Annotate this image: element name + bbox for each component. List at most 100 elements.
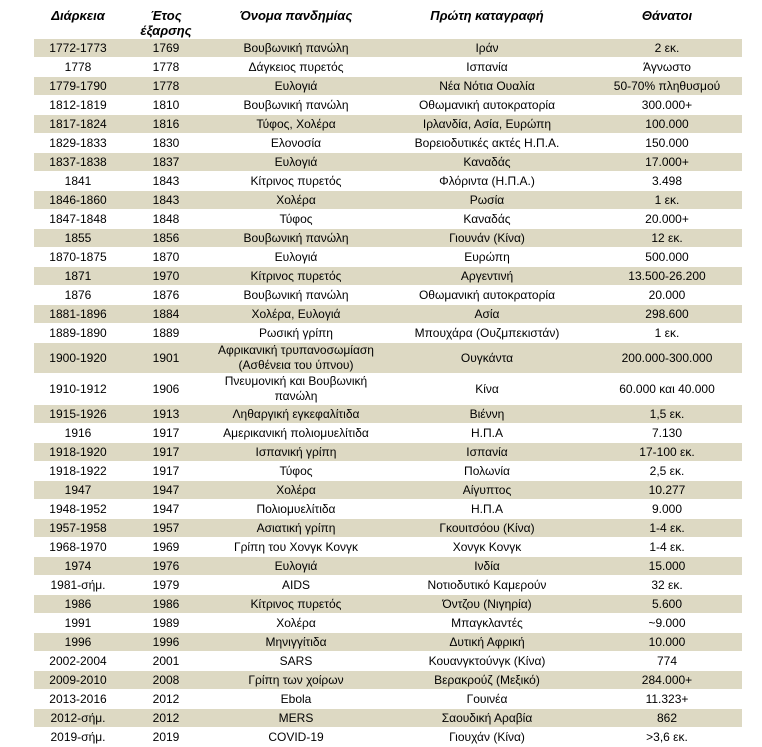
table-cell: Δάγκειος πυρετός bbox=[210, 57, 382, 77]
table-cell: 1915-1926 bbox=[34, 404, 122, 424]
table-cell: 1918-1922 bbox=[34, 461, 122, 481]
table-cell: Γκουιτσόου (Κίνα) bbox=[382, 518, 592, 538]
table-cell: 2002-2004 bbox=[34, 651, 122, 671]
table-cell: Κίτρινος πυρετός bbox=[210, 594, 382, 614]
table-row: 1918-1922 1917 Τύφος Πολωνία 2,5 εκ. bbox=[34, 461, 742, 481]
table-cell: 1870 bbox=[122, 247, 210, 267]
table-row: 1996 1996 Μηνιγγίτιδα Δυτική Αφρική 10.000 bbox=[34, 632, 742, 652]
table-cell: 2012 bbox=[122, 708, 210, 728]
table-cell: Νοτιοδυτικό Καμερούν bbox=[382, 575, 592, 595]
table-cell: Κουανγκτούνγκ (Κίνα) bbox=[382, 651, 592, 671]
table-cell: Ευλογιά bbox=[210, 247, 382, 267]
table-row: 2009-2010 2008 Γρίπη των χοίρων Βερακρούζ (… bbox=[34, 670, 742, 690]
table-cell: Αφρικανική τρυπανοσωμίαση (Ασθένεια του … bbox=[210, 342, 382, 374]
table-cell: Ευλογιά bbox=[210, 556, 382, 576]
table-cell: 1837-1838 bbox=[34, 152, 122, 172]
table-cell: 2012-σήμ. bbox=[34, 708, 122, 728]
table-row: 1847-1848 1848 Τύφος Καναδάς 20.000+ bbox=[34, 209, 742, 229]
table-row: 1968-1970 1969 Γρίπη του Χονγκ Κονγκ Χονγκ … bbox=[34, 537, 742, 557]
table-cell: Τύφος bbox=[210, 461, 382, 481]
table-cell: Ουγκάντα bbox=[382, 342, 592, 374]
table-cell: 1772-1773 bbox=[34, 38, 122, 58]
table-row: 1870-1875 1870 Ευλογιά Ευρώπη 500.000 bbox=[34, 247, 742, 267]
table-cell: Όντζου (Νιγηρία) bbox=[382, 594, 592, 614]
table-cell: 9.000 bbox=[592, 499, 742, 519]
table-cell: 300.000+ bbox=[592, 95, 742, 115]
table-row: 2013-2016 2012 Ebola Γουινέα 11.323+ bbox=[34, 689, 742, 709]
table-cell: 1876 bbox=[34, 285, 122, 305]
table-cell: Ιρλανδία, Ασία, Ευρώπη bbox=[382, 114, 592, 134]
table-cell: Ασία bbox=[382, 304, 592, 324]
table-cell: 1947 bbox=[122, 480, 210, 500]
table-cell: 2001 bbox=[122, 651, 210, 671]
table-cell: 1812-1819 bbox=[34, 95, 122, 115]
table-cell: 1778 bbox=[34, 57, 122, 77]
header-cell: Όνομα πανδημίας bbox=[210, 8, 382, 39]
table-cell: Τύφος bbox=[210, 209, 382, 229]
table-cell: 2012 bbox=[122, 689, 210, 709]
table-cell: 1981-σήμ. bbox=[34, 575, 122, 595]
table-cell: 2,5 εκ. bbox=[592, 461, 742, 481]
table-cell: Τύφος, Χολέρα bbox=[210, 114, 382, 134]
header-row: Διάρκεια Έτος έξαρσης Όνομα πανδημίας Πρώτη… bbox=[34, 8, 742, 39]
table-cell: 1913 bbox=[122, 404, 210, 424]
table-cell: 1856 bbox=[122, 228, 210, 248]
table-cell: COVID-19 bbox=[210, 727, 382, 747]
table-cell: 1829-1833 bbox=[34, 133, 122, 153]
table-cell: 1848 bbox=[122, 209, 210, 229]
table-cell: 1 εκ. bbox=[592, 190, 742, 210]
table-cell: 13.500-26.200 bbox=[592, 266, 742, 286]
table-cell: 1-4 εκ. bbox=[592, 518, 742, 538]
table-cell: Σαουδική Αραβία bbox=[382, 708, 592, 728]
table-row: 1947 1947 Χολέρα Αίγυπτος 10.277 bbox=[34, 480, 742, 500]
table-cell: 12 εκ. bbox=[592, 228, 742, 248]
table-cell: 1976 bbox=[122, 556, 210, 576]
table-cell: 1970 bbox=[122, 266, 210, 286]
table-row: 2019-σήμ. 2019 COVID-19 Γιουχάν (Κίνα) >3,6 … bbox=[34, 727, 742, 747]
table-cell: 150.000 bbox=[592, 133, 742, 153]
table-cell: 1779-1790 bbox=[34, 76, 122, 96]
table-cell: Ebola bbox=[210, 689, 382, 709]
table-cell: 1900-1920 bbox=[34, 342, 122, 374]
table-cell: 10.000 bbox=[592, 632, 742, 652]
table-cell: 1841 bbox=[34, 171, 122, 191]
table-cell: 1889-1890 bbox=[34, 323, 122, 343]
table-cell: 50-70% πληθυσμού bbox=[592, 76, 742, 96]
table-cell: 1901 bbox=[122, 342, 210, 374]
table-cell: Βουβωνική πανώλη bbox=[210, 38, 382, 58]
table-cell: 32 εκ. bbox=[592, 575, 742, 595]
table-cell: 1969 bbox=[122, 537, 210, 557]
table-cell: Ευλογιά bbox=[210, 152, 382, 172]
table-cell: 10.277 bbox=[592, 480, 742, 500]
table-cell: 1-4 εκ. bbox=[592, 537, 742, 557]
table-cell: Μηνιγγίτιδα bbox=[210, 632, 382, 652]
table-cell: 1979 bbox=[122, 575, 210, 595]
table-cell: Ρωσική γρίπη bbox=[210, 323, 382, 343]
table-cell: 1881-1896 bbox=[34, 304, 122, 324]
table-cell: >3,6 εκ. bbox=[592, 727, 742, 747]
table-row: 1986 1986 Κίτρινος πυρετός Όντζου (Νιγηρία)… bbox=[34, 594, 742, 614]
table-cell: Ιράν bbox=[382, 38, 592, 58]
table-cell: 2009-2010 bbox=[34, 670, 122, 690]
table-row: 1974 1976 Ευλογιά Ινδία 15.000 bbox=[34, 556, 742, 576]
table-cell: Βουβωνική πανώλη bbox=[210, 95, 382, 115]
table-row: 1772-1773 1769 Βουβωνική πανώλη Ιράν 2 εκ. bbox=[34, 38, 742, 58]
table-cell: 1906 bbox=[122, 373, 210, 405]
table-cell: 2013-2016 bbox=[34, 689, 122, 709]
pandemics-table: Διάρκεια Έτος έξαρσης Όνομα πανδημίας Πρώτη… bbox=[34, 8, 742, 747]
table-row: 1910-1912 1906 Πνευμονική και Βουβωνική πα… bbox=[34, 373, 742, 405]
table-cell: Γουινέα bbox=[382, 689, 592, 709]
table-cell: Βιέννη bbox=[382, 404, 592, 424]
table-cell: 1843 bbox=[122, 190, 210, 210]
table-cell: 1817-1824 bbox=[34, 114, 122, 134]
table-cell: Αίγυπτος bbox=[382, 480, 592, 500]
table-cell: AIDS bbox=[210, 575, 382, 595]
table-cell: 1769 bbox=[122, 38, 210, 58]
table-cell: MERS bbox=[210, 708, 382, 728]
table-cell: 20.000 bbox=[592, 285, 742, 305]
table-cell: 2 εκ. bbox=[592, 38, 742, 58]
table-cell: 1917 bbox=[122, 442, 210, 462]
table-cell: 1778 bbox=[122, 57, 210, 77]
table-body: 1772-1773 1769 Βουβωνική πανώλη Ιράν 2 εκ. 17… bbox=[34, 38, 742, 747]
table-row: 1900-1920 1901 Αφρικανική τρυπανοσωμίαση (… bbox=[34, 342, 742, 374]
